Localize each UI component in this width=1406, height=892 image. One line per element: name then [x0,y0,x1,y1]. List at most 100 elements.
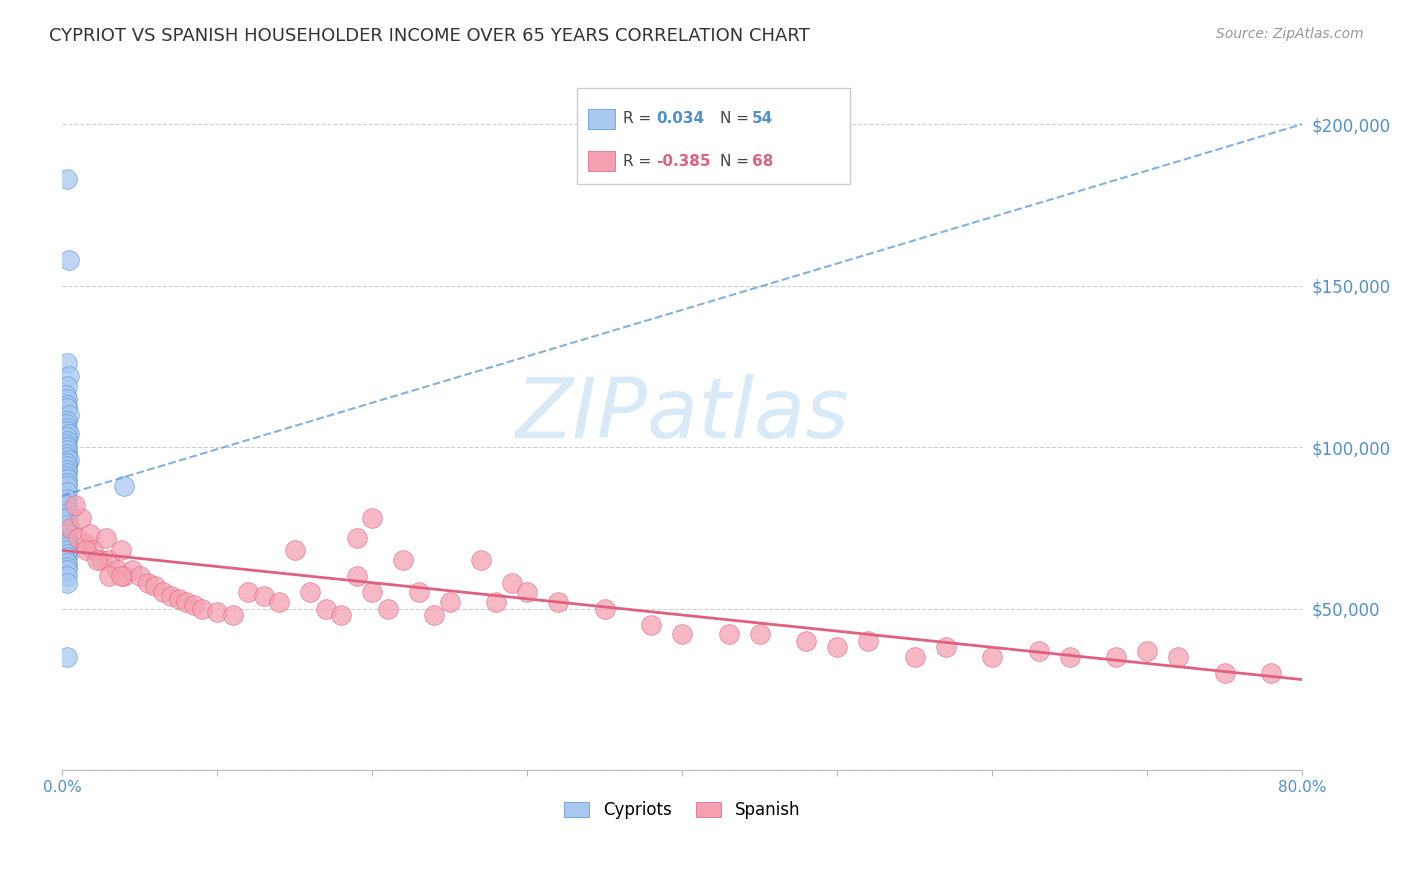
Point [55,437,77,451]
Point [56,540,79,554]
Text: 0.034: 0.034 [657,112,704,126]
Point [176,595,198,609]
Point [346,531,368,545]
Point [79,527,101,541]
Point [56,472,79,486]
Point [145,579,167,593]
Text: -0.385: -0.385 [657,153,711,169]
Point [56,543,79,558]
Point [56,421,79,435]
Point [94,531,117,545]
Point [56,475,79,490]
Point [56,549,79,564]
Point [56,356,79,370]
Point [129,569,152,583]
Point [75,537,97,551]
Point [56,533,79,548]
Point [1059,650,1081,665]
Point [121,563,143,577]
Point [361,511,384,525]
Point [56,575,79,590]
Point [1136,643,1159,657]
Point [56,527,79,541]
Point [238,585,260,599]
Point [56,524,79,538]
Point [330,607,353,622]
Point [114,569,136,583]
Point [58,252,80,267]
Point [748,627,770,641]
Text: 68: 68 [752,153,773,169]
Point [58,408,80,422]
Point [485,595,508,609]
Point [315,601,337,615]
Point [160,589,183,603]
Point [56,430,79,444]
Point [377,601,399,615]
Text: R =: R = [623,112,651,126]
Point [361,585,384,599]
Point [56,559,79,574]
Point [114,479,136,493]
Point [58,505,80,519]
Point [66,531,89,545]
Point [56,172,79,186]
Point [191,601,214,615]
Point [423,607,446,622]
Point [1213,666,1236,681]
Point [981,650,1004,665]
Text: N =: N = [720,112,748,126]
Point [56,450,79,464]
Legend: Cypriots, Spanish: Cypriots, Spanish [558,794,807,826]
Point [56,446,79,460]
Point [671,627,693,641]
Point [904,650,927,665]
Point [98,553,121,567]
Point [82,543,104,558]
Point [794,633,817,648]
Point [56,459,79,474]
Point [269,595,291,609]
Point [1028,643,1050,657]
Point [56,491,79,506]
Point [547,595,569,609]
Point [58,369,80,384]
Point [56,434,79,448]
Point [56,443,79,458]
Point [58,427,80,442]
Point [1260,666,1282,681]
Point [56,463,79,477]
Point [439,595,461,609]
Point [56,440,79,454]
Point [207,605,229,619]
Point [105,563,128,577]
Point [56,479,79,493]
Text: N =: N = [720,153,748,169]
Text: Source: ZipAtlas.com: Source: ZipAtlas.com [1216,27,1364,41]
FancyBboxPatch shape [588,109,616,128]
Point [63,498,86,512]
Point [56,424,79,438]
Point [70,511,93,525]
Point [346,569,368,583]
Point [593,601,616,615]
Point [98,569,121,583]
Point [56,392,79,406]
Point [935,640,957,655]
Point [56,485,79,500]
Point [56,563,79,577]
Point [55,553,77,567]
Point [56,557,79,571]
FancyBboxPatch shape [576,88,849,184]
Point [183,599,205,613]
Text: 54: 54 [752,112,773,126]
Point [90,553,112,567]
Point [1105,650,1128,665]
Point [58,453,80,467]
Point [56,456,79,470]
Point [56,517,79,532]
Text: R =: R = [623,153,651,169]
Point [56,531,79,545]
Point [1167,650,1189,665]
Point [110,569,132,583]
